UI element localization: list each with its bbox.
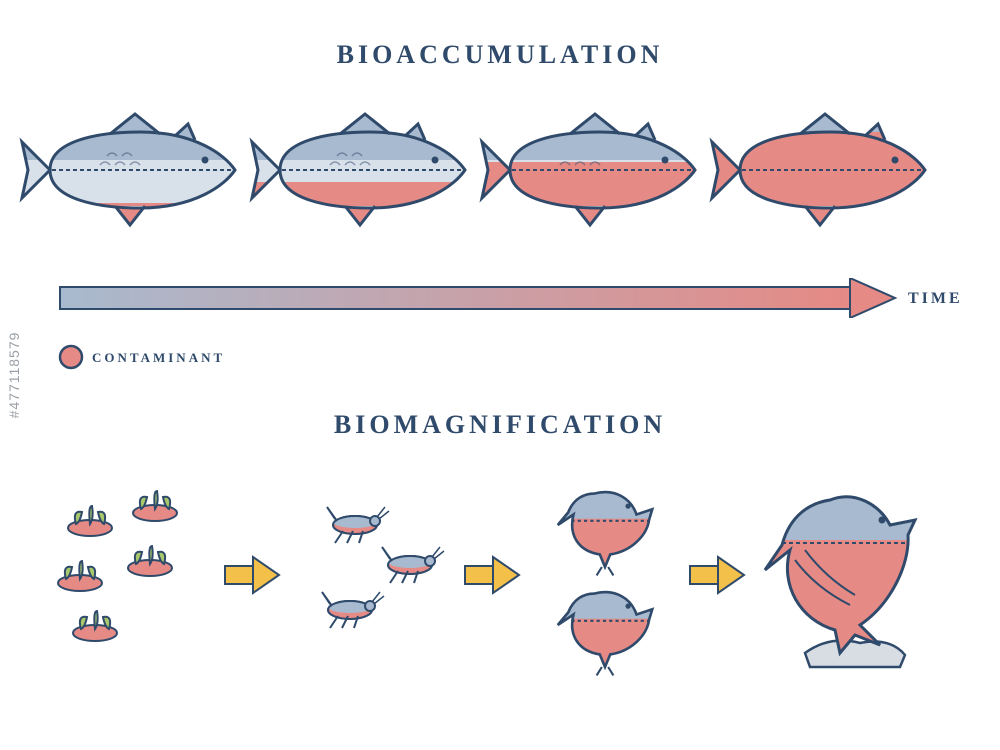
legend-label: CONTAMINANT xyxy=(92,350,225,366)
legend-dot xyxy=(58,344,88,374)
diagram-canvas: BIOACCUMULATION xyxy=(0,0,1000,750)
chain-arrow-3 xyxy=(690,557,744,593)
fish-1 xyxy=(20,110,240,233)
time-label: TIME xyxy=(908,290,963,308)
fish-row xyxy=(0,80,1000,300)
stage-plants xyxy=(58,491,177,641)
stage-eagle xyxy=(760,485,940,667)
time-arrow xyxy=(0,278,1000,318)
fish-3 xyxy=(480,110,700,232)
fish-4 xyxy=(710,110,930,230)
fish-2 xyxy=(250,110,470,232)
stage-grasshoppers xyxy=(322,507,444,628)
chain-arrow-2 xyxy=(465,557,519,593)
watermark: #477118579 xyxy=(6,332,22,419)
section2-title: BIOMAGNIFICATION xyxy=(0,410,1000,440)
stage-small-birds xyxy=(553,483,658,675)
chain-arrow-1 xyxy=(225,557,279,593)
section1-title: BIOACCUMULATION xyxy=(0,40,1000,70)
food-chain xyxy=(0,450,1000,750)
